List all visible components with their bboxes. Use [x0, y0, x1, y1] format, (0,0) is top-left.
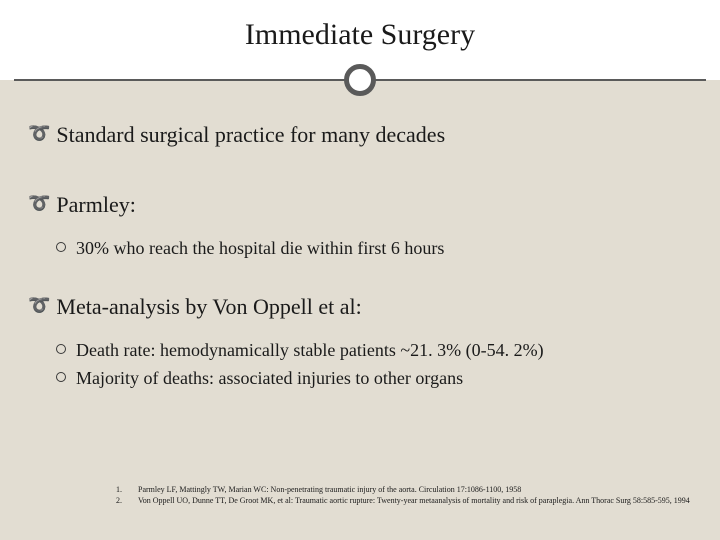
reference-item: 2. Von Oppell UO, Dunne TT, De Groot MK,…	[116, 495, 700, 506]
reference-item: 1. Parmley LF, Mattingly TW, Marian WC: …	[116, 484, 700, 495]
bullet-text: Standard surgical practice for many deca…	[56, 122, 445, 148]
circle-bullet-icon	[56, 344, 66, 354]
slide: Immediate Surgery ➰ Standard surgical pr…	[0, 0, 720, 540]
slide-title: Immediate Surgery	[0, 18, 720, 52]
bullet-text: Majority of deaths: associated injuries …	[76, 366, 463, 390]
references: 1. Parmley LF, Mattingly TW, Marian WC: …	[116, 484, 700, 506]
bullet-text: Death rate: hemodynamically stable patie…	[76, 338, 544, 362]
swirl-icon: ➰	[28, 122, 50, 144]
bullet-level1: ➰ Standard surgical practice for many de…	[28, 122, 692, 148]
reference-number: 1.	[116, 484, 126, 495]
title-ring-icon	[344, 64, 376, 96]
bullet-level1: ➰ Parmley:	[28, 192, 692, 218]
reference-text: Von Oppell UO, Dunne TT, De Groot MK, et…	[138, 495, 700, 506]
reference-number: 2.	[116, 495, 126, 506]
swirl-icon: ➰	[28, 294, 50, 316]
bullet-text: 30% who reach the hospital die within fi…	[76, 236, 444, 260]
reference-text: Parmley LF, Mattingly TW, Marian WC: Non…	[138, 484, 700, 495]
bullet-level2: 30% who reach the hospital die within fi…	[56, 236, 692, 260]
bullet-text: Meta-analysis by Von Oppell et al:	[56, 294, 361, 320]
title-band: Immediate Surgery	[0, 0, 720, 80]
bullet-level2: Majority of deaths: associated injuries …	[56, 366, 692, 390]
content-area: ➰ Standard surgical practice for many de…	[0, 80, 720, 390]
bullet-level2: Death rate: hemodynamically stable patie…	[56, 338, 692, 362]
bullet-text: Parmley:	[56, 192, 135, 218]
circle-bullet-icon	[56, 372, 66, 382]
swirl-icon: ➰	[28, 192, 50, 214]
circle-bullet-icon	[56, 242, 66, 252]
bullet-level1: ➰ Meta-analysis by Von Oppell et al:	[28, 294, 692, 320]
